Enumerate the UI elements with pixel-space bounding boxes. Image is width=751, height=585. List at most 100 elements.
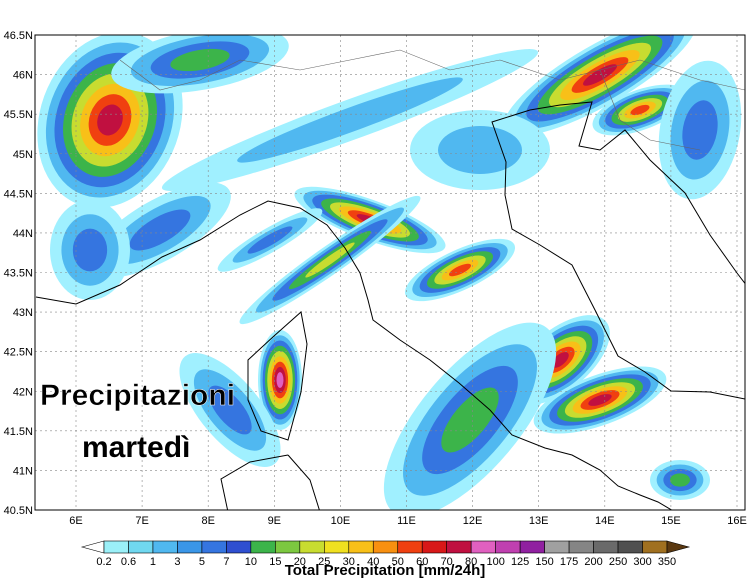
colorbar-label: 80 bbox=[465, 556, 477, 568]
lat-label: 40.5N bbox=[4, 505, 33, 517]
axis-labels: 46.5N 46N 45.5N 45N 44.5N 44N 43.5N 43N 42.5N 42N… bbox=[4, 30, 747, 527]
precip-area bbox=[551, 352, 569, 368]
lon-label: 15E bbox=[661, 515, 681, 527]
lon-label: 6E bbox=[69, 515, 82, 527]
precip-area bbox=[208, 385, 252, 435]
colorbar-label: 10 bbox=[245, 556, 257, 568]
colorbar-label: 60 bbox=[416, 556, 428, 568]
lon-label: 13E bbox=[529, 515, 549, 527]
colorbar-box bbox=[519, 540, 545, 554]
colorbar-box bbox=[275, 540, 301, 554]
lon-label: 16E bbox=[727, 515, 747, 527]
colorbar-label: 30 bbox=[343, 556, 355, 568]
colorbar-box bbox=[152, 540, 178, 554]
colorbar-box bbox=[103, 540, 129, 554]
lon-label: 11E bbox=[397, 515, 416, 527]
colorbar-label: 25 bbox=[318, 556, 330, 568]
colorbar-box bbox=[421, 540, 447, 554]
colorbar-label: 100 bbox=[486, 556, 504, 568]
colorbar-label: 125 bbox=[511, 556, 529, 568]
map-frame bbox=[34, 34, 746, 511]
colorbar-end bbox=[666, 540, 691, 554]
precip-area bbox=[72, 228, 108, 272]
lat-label: 45.5N bbox=[4, 109, 33, 121]
lon-label: 9E bbox=[268, 515, 281, 527]
coastline bbox=[35, 200, 673, 510]
lat-label: 44N bbox=[13, 228, 33, 240]
colorbar-label: 350 bbox=[658, 556, 676, 568]
lat-label: 42.5N bbox=[4, 347, 33, 359]
lat-label: 46.5N bbox=[4, 30, 33, 42]
colorbar-label: 200 bbox=[584, 556, 602, 568]
lon-label: 12E bbox=[463, 515, 483, 527]
colorbar-label: 5 bbox=[199, 556, 205, 568]
colorbar-box bbox=[299, 540, 325, 554]
colorbar-label: 0.2 bbox=[96, 556, 111, 568]
precip-area bbox=[441, 387, 499, 453]
colorbar-label: 3 bbox=[174, 556, 180, 568]
colorbar-box bbox=[372, 540, 399, 554]
colorbar-box bbox=[201, 540, 227, 554]
colorbar-box bbox=[446, 540, 472, 554]
lon-label: 7E bbox=[135, 515, 148, 527]
colorbar-label: 250 bbox=[609, 556, 627, 568]
precip-area bbox=[448, 263, 472, 277]
colorbar-box bbox=[348, 540, 374, 554]
lat-label: 46N bbox=[13, 70, 33, 82]
colorbar-box bbox=[568, 540, 594, 554]
colorbar-label: 1 bbox=[150, 556, 156, 568]
lat-label: 43.5N bbox=[4, 268, 33, 280]
coastlines bbox=[35, 49, 745, 510]
overlay-line: martedì bbox=[82, 431, 190, 464]
colorbar-box bbox=[250, 540, 276, 554]
colorbar-box bbox=[593, 540, 619, 554]
lon-label: 8E bbox=[201, 515, 214, 527]
lat-label: 43N bbox=[13, 307, 33, 319]
colorbar-label: 7 bbox=[223, 556, 229, 568]
graticule bbox=[35, 35, 745, 510]
precip-area bbox=[237, 77, 463, 163]
colorbar-box bbox=[470, 540, 496, 554]
colorbar-box bbox=[128, 540, 154, 554]
colorbar: 0.2 0.6 1 3 5 7 10 15 20 25 30 40 50 60 70 80 100 125 150 1… bbox=[80, 540, 691, 568]
precip-area bbox=[682, 100, 718, 160]
colorbar-label: 150 bbox=[535, 556, 553, 568]
precip-area bbox=[438, 126, 522, 174]
colorbar-box bbox=[617, 540, 643, 554]
colorbar-box bbox=[177, 540, 203, 554]
lon-label: 10E bbox=[331, 515, 351, 527]
colorbar-box bbox=[397, 540, 423, 554]
colorbar-box bbox=[324, 540, 350, 554]
colorbar-box bbox=[495, 540, 521, 554]
borders bbox=[119, 49, 745, 151]
lat-label: 44.5N bbox=[4, 188, 33, 200]
precip-area bbox=[170, 48, 230, 72]
colorbar-label: 15 bbox=[269, 556, 281, 568]
lat-label: 45N bbox=[13, 149, 33, 161]
overlay-line: Precipitazioni bbox=[40, 379, 235, 412]
colorbar-label: 20 bbox=[294, 556, 306, 568]
corsica bbox=[247, 311, 308, 441]
colorbar-label: 50 bbox=[392, 556, 404, 568]
coastline bbox=[491, 101, 745, 400]
colorbar-label: 0.6 bbox=[121, 556, 136, 568]
precip-area bbox=[582, 64, 618, 86]
lat-label: 41N bbox=[13, 465, 33, 477]
colorbar-box bbox=[226, 540, 252, 554]
lat-label: 42N bbox=[13, 386, 33, 398]
colorbar-box bbox=[544, 540, 570, 554]
colorbar-title: Total Precipitation [mm/24h] bbox=[285, 562, 486, 579]
lat-label: 41.5N bbox=[4, 426, 33, 438]
precip-area bbox=[670, 473, 690, 487]
colorbar-label: 70 bbox=[441, 556, 453, 568]
sardinia bbox=[220, 454, 320, 510]
colorbar-label: 175 bbox=[560, 556, 578, 568]
precip-area bbox=[276, 372, 284, 388]
precipitation-field bbox=[37, 35, 742, 510]
colorbar-box bbox=[642, 540, 668, 554]
colorbar-label: 300 bbox=[633, 556, 651, 568]
precip-area bbox=[129, 209, 191, 251]
colorbar-label: 40 bbox=[367, 556, 379, 568]
precip-area bbox=[630, 104, 650, 116]
